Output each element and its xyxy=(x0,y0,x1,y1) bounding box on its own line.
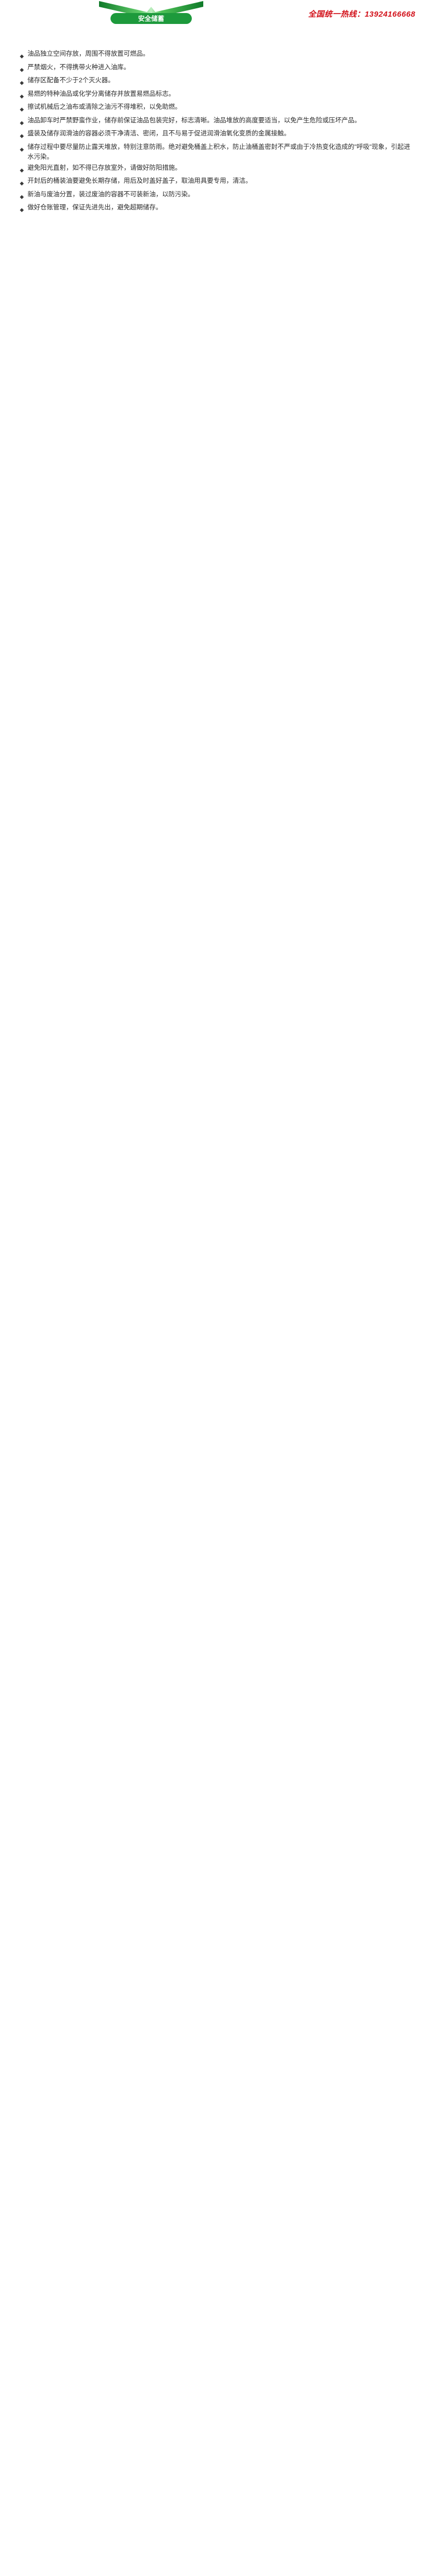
svg-text:安全储蓄: 安全储蓄 xyxy=(138,15,165,22)
